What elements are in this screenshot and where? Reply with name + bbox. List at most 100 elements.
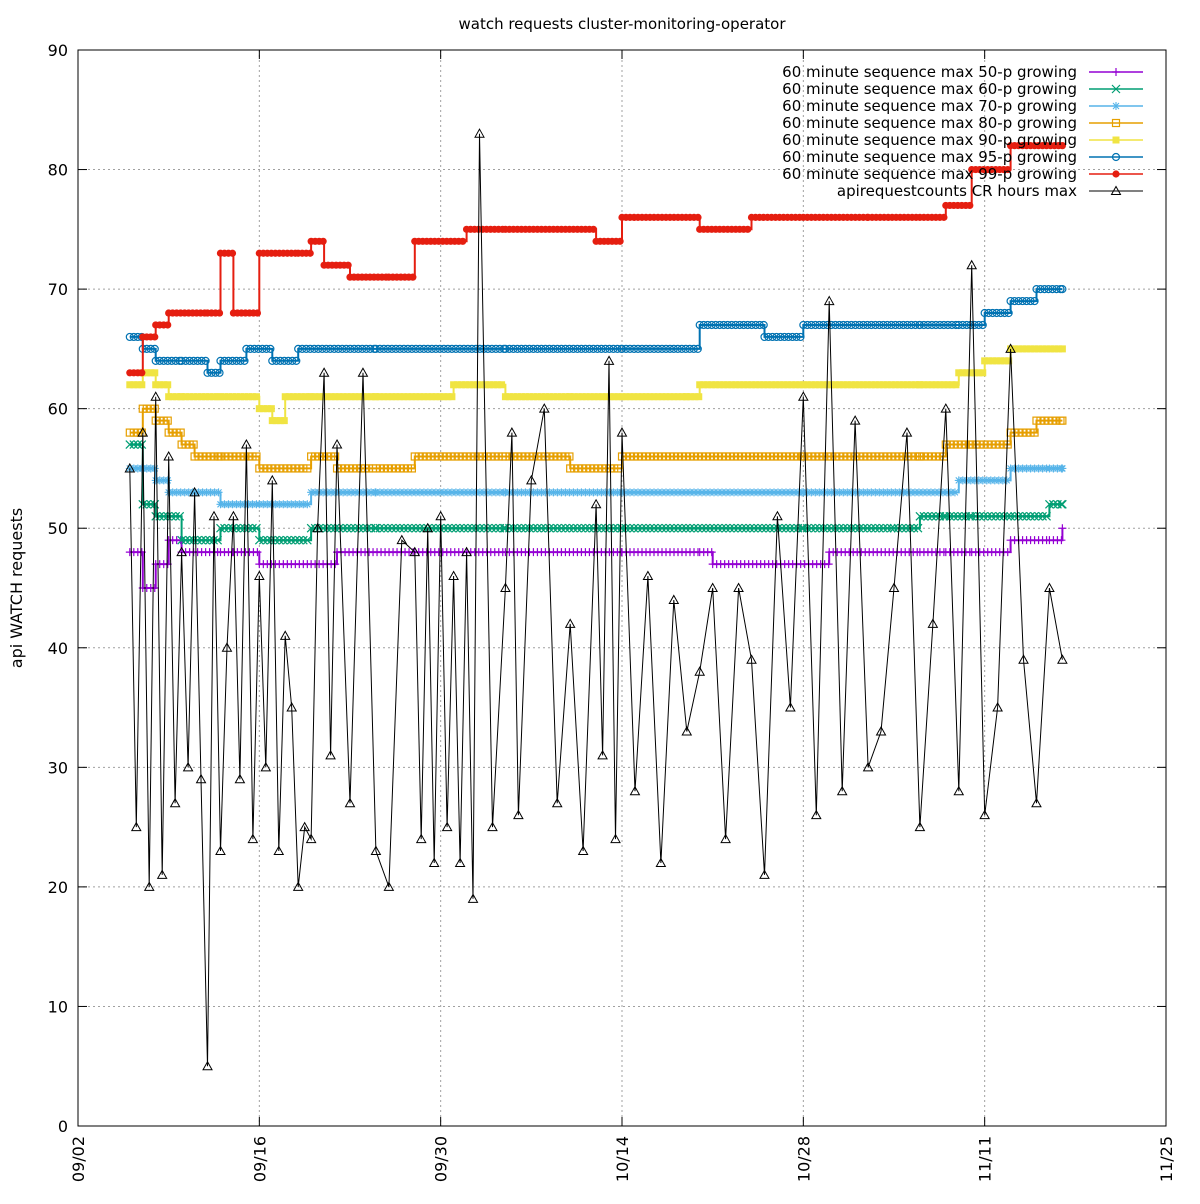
data-point xyxy=(428,393,436,401)
data-point xyxy=(561,393,569,401)
data-point xyxy=(553,393,561,401)
y-tick-label: 80 xyxy=(48,161,68,180)
data-point xyxy=(887,320,896,330)
data-point xyxy=(216,393,224,401)
data-point xyxy=(862,523,872,533)
data-point xyxy=(888,582,900,592)
data-point xyxy=(357,367,369,377)
data-point xyxy=(988,308,997,318)
data-point xyxy=(980,308,989,318)
data-point xyxy=(323,393,331,401)
data-point xyxy=(521,393,529,401)
data-point xyxy=(159,356,168,365)
chart-title: watch requests cluster-monitoring-operat… xyxy=(458,15,786,33)
data-point xyxy=(267,405,275,413)
data-point xyxy=(487,821,498,832)
legend-label: 60 minute sequence max 90-p growing xyxy=(782,131,1077,149)
legend-swatch-marker xyxy=(1110,185,1122,195)
data-point xyxy=(963,369,971,377)
data-point xyxy=(851,320,860,330)
data-point xyxy=(940,213,948,221)
data-point xyxy=(201,535,211,545)
data-point xyxy=(1048,285,1057,294)
data-point xyxy=(436,393,444,401)
data-point xyxy=(1005,343,1016,353)
data-point xyxy=(831,381,839,389)
legend-entry: 60 minute sequence max 70-p growing xyxy=(782,97,1143,115)
data-point xyxy=(545,393,553,401)
data-point xyxy=(661,344,671,353)
data-point xyxy=(889,523,899,533)
data-point xyxy=(375,523,385,533)
data-point xyxy=(637,344,647,353)
data-point xyxy=(741,523,751,533)
data-point xyxy=(432,393,440,401)
data-point xyxy=(228,393,236,401)
data-point xyxy=(380,393,388,401)
data-point xyxy=(240,500,249,509)
data-point xyxy=(835,381,843,389)
data-point xyxy=(752,381,760,389)
data-point xyxy=(633,523,643,533)
data-point xyxy=(862,761,874,772)
data-point xyxy=(395,523,405,533)
data-point xyxy=(1026,511,1035,521)
data-point xyxy=(1051,345,1059,353)
data-point xyxy=(156,869,168,879)
data-point xyxy=(163,356,172,365)
data-point xyxy=(415,833,427,844)
data-point xyxy=(681,725,693,736)
data-point xyxy=(979,511,989,521)
data-point xyxy=(995,511,1005,521)
data-point xyxy=(253,309,262,317)
data-point xyxy=(670,393,678,401)
data-point xyxy=(220,393,228,401)
data-point xyxy=(454,381,462,389)
data-point xyxy=(338,344,347,353)
data-point xyxy=(298,535,308,545)
data-point xyxy=(440,393,448,401)
data-point xyxy=(193,356,202,365)
legend-entry: 60 minute sequence max 60-p growing xyxy=(782,80,1143,98)
data-point xyxy=(577,344,586,353)
data-point xyxy=(744,225,752,233)
data-point xyxy=(391,523,401,533)
data-point xyxy=(654,393,662,401)
data-point xyxy=(383,344,393,353)
data-point xyxy=(914,488,923,497)
data-point xyxy=(863,488,872,497)
data-point xyxy=(839,381,847,389)
data-point xyxy=(215,309,224,317)
data-point xyxy=(871,381,879,389)
data-point xyxy=(755,320,764,330)
data-point xyxy=(745,523,755,533)
data-point xyxy=(1045,499,1054,509)
data-point xyxy=(494,381,502,389)
data-point xyxy=(207,368,216,377)
data-point xyxy=(757,523,767,533)
data-point xyxy=(920,381,928,389)
data-point xyxy=(1019,345,1027,353)
data-point xyxy=(1038,464,1047,473)
data-point xyxy=(989,357,997,365)
data-point xyxy=(985,357,993,365)
data-point xyxy=(164,321,172,329)
data-point xyxy=(201,356,210,365)
data-point xyxy=(895,381,903,389)
data-point xyxy=(185,535,195,545)
data-point xyxy=(565,344,574,353)
data-point xyxy=(197,356,206,365)
data-point xyxy=(155,356,164,365)
data-point xyxy=(815,488,824,497)
data-point xyxy=(1058,285,1067,294)
data-point xyxy=(306,249,314,257)
data-point xyxy=(581,523,590,533)
data-point xyxy=(940,403,952,413)
data-point xyxy=(665,344,675,353)
legend-label: 60 minute sequence max 60-p growing xyxy=(782,80,1077,98)
data-point xyxy=(529,344,538,353)
data-point xyxy=(819,488,828,497)
data-point xyxy=(715,320,724,330)
data-point xyxy=(626,393,634,401)
